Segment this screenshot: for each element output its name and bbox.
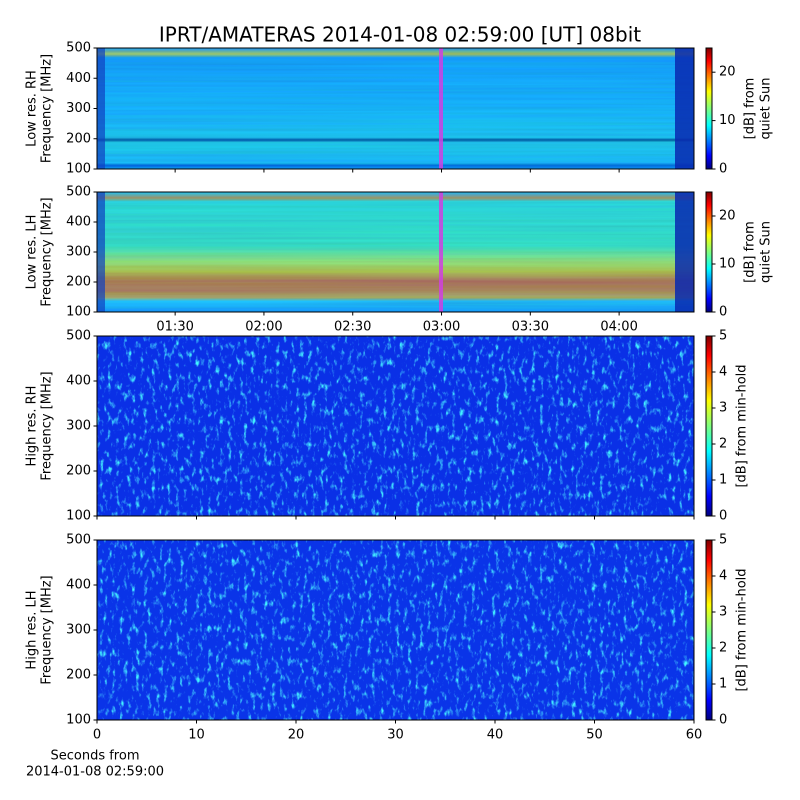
y-tick-label: 500 [66, 185, 91, 200]
colorbar-tick-label: 1 [719, 473, 727, 488]
colorbar [706, 336, 712, 516]
y-tick-label: 200 [66, 131, 91, 146]
colorbar-tick-label: 0 [719, 713, 727, 728]
colorbar-tick-label: 4 [719, 365, 727, 380]
y-tick-label: 400 [66, 215, 91, 230]
colorbar-tick-label: 0 [719, 305, 727, 320]
colorbar-tick-label: 0 [719, 162, 727, 177]
colorbar-label: [dB] from min-hold [735, 364, 750, 487]
colorbar [706, 192, 712, 312]
x-tick-label: 03:00 [423, 320, 460, 335]
y-axis-label: Low res. LH [25, 215, 40, 290]
y-axis-label: Frequency [MHz] [40, 371, 55, 480]
y-tick-label: 100 [66, 509, 91, 524]
y-tick-label: 100 [66, 713, 91, 728]
colorbar-tick-label: 2 [719, 437, 727, 452]
x-axis-label: Seconds from [50, 749, 139, 764]
y-tick-label: 100 [66, 162, 91, 177]
y-tick-label: 500 [66, 41, 91, 56]
x-tick-label: 40 [487, 728, 504, 743]
spectrogram-texture [97, 192, 694, 312]
colorbar-tick-label: 4 [719, 569, 727, 584]
chart-title: IPRT/AMATERAS 2014-01-08 02:59:00 [UT] 0… [159, 23, 641, 47]
colorbar-tick-label: 5 [719, 533, 727, 548]
spectrogram-texture [97, 48, 694, 169]
colorbar-tick-label: 5 [719, 329, 727, 344]
y-tick-label: 400 [66, 374, 91, 389]
colorbar-label: quiet Sun [759, 221, 774, 283]
colorbar-tick-label: 3 [719, 605, 727, 620]
x-tick-label: 20 [288, 728, 305, 743]
colorbar-tick-label: 20 [719, 209, 736, 224]
y-tick-label: 300 [66, 419, 91, 434]
colorbar-tick-label: 3 [719, 401, 727, 416]
colorbar-tick-label: 1 [719, 677, 727, 692]
y-tick-label: 300 [66, 623, 91, 638]
y-tick-label: 200 [66, 275, 91, 290]
colorbar [706, 48, 712, 169]
y-tick-label: 300 [66, 101, 91, 116]
y-axis-label: Low res. RH [25, 70, 40, 147]
no-data-edge [675, 192, 694, 312]
colorbar-frame [705, 335, 713, 517]
y-tick-label: 500 [66, 533, 91, 548]
current-time-marker [439, 48, 443, 169]
y-tick-label: 400 [66, 71, 91, 86]
y-tick-label: 100 [66, 305, 91, 320]
x-tick-label: 01:30 [156, 320, 193, 335]
x-tick-label: 0 [93, 728, 101, 743]
x-tick-label: 10 [188, 728, 205, 743]
y-axis-label: High res. RH [25, 386, 40, 467]
x-tick-label: 60 [686, 728, 703, 743]
colorbar-label: quiet Sun [759, 77, 774, 139]
y-tick-label: 300 [66, 245, 91, 260]
y-tick-label: 500 [66, 329, 91, 344]
spectrogram-texture [97, 540, 694, 720]
colorbar-label: [dB] from min-hold [735, 568, 750, 691]
no-data-edge [675, 48, 694, 169]
colorbar-frame [705, 539, 713, 721]
x-axis-label: 2014-01-08 02:59:00 [26, 765, 164, 780]
colorbar-label: [dB] from [743, 221, 758, 283]
x-tick-label: 02:30 [334, 320, 371, 335]
x-tick-label: 30 [387, 728, 404, 743]
y-tick-label: 400 [66, 578, 91, 593]
colorbar-tick-label: 2 [719, 641, 727, 656]
current-time-marker [439, 192, 443, 312]
y-tick-label: 200 [66, 464, 91, 479]
colorbar-tick-label: 0 [719, 509, 727, 524]
x-tick-label: 04:00 [600, 320, 637, 335]
y-axis-label: High res. LH [25, 590, 40, 669]
colorbar [706, 540, 712, 720]
colorbar-tick-label: 20 [719, 65, 736, 80]
y-tick-label: 200 [66, 668, 91, 683]
x-tick-label: 03:30 [512, 320, 549, 335]
colorbar-frame [705, 47, 713, 170]
x-tick-label: 02:00 [245, 320, 282, 335]
colorbar-tick-label: 10 [719, 257, 736, 272]
x-tick-label: 50 [586, 728, 603, 743]
y-axis-label: Frequency [MHz] [40, 575, 55, 684]
no-data-edge [97, 48, 105, 169]
colorbar-frame [705, 191, 713, 313]
y-axis-label: Frequency [MHz] [40, 197, 55, 306]
spectrogram-texture [97, 336, 694, 516]
colorbar-tick-label: 10 [719, 113, 736, 128]
y-axis-label: Frequency [MHz] [40, 54, 55, 163]
colorbar-label: [dB] from [743, 78, 758, 140]
no-data-edge [97, 192, 105, 312]
